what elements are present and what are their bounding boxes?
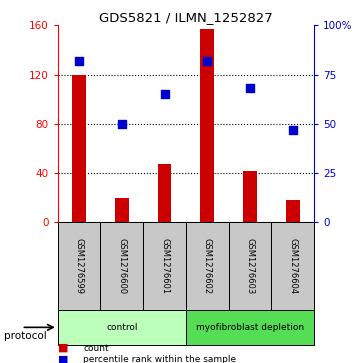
Text: protocol: protocol: [4, 331, 46, 341]
Title: GDS5821 / ILMN_1252827: GDS5821 / ILMN_1252827: [99, 11, 273, 24]
Bar: [72, 75, 86, 222]
Text: ■: ■: [58, 343, 68, 353]
Point: [119, 121, 125, 127]
Text: GSM1276602: GSM1276602: [203, 238, 212, 294]
Point: [247, 86, 253, 91]
Text: GSM1276600: GSM1276600: [117, 238, 126, 294]
Bar: [115, 198, 129, 222]
Text: count: count: [83, 344, 109, 352]
Point: [76, 58, 82, 64]
Bar: [271, 222, 314, 310]
Bar: [158, 164, 171, 222]
Bar: [58, 310, 186, 345]
Bar: [186, 310, 314, 345]
Bar: [143, 222, 186, 310]
Text: myofibroblast depletion: myofibroblast depletion: [196, 323, 304, 332]
Text: percentile rank within the sample: percentile rank within the sample: [83, 355, 236, 363]
Point: [162, 91, 168, 97]
Point: [290, 127, 296, 133]
Text: GSM1276599: GSM1276599: [75, 238, 84, 294]
Bar: [186, 222, 229, 310]
Text: GSM1276604: GSM1276604: [288, 238, 297, 294]
Bar: [58, 222, 100, 310]
Text: GSM1276603: GSM1276603: [245, 238, 255, 294]
Bar: [200, 29, 214, 222]
Point: [204, 58, 210, 64]
Bar: [243, 171, 257, 222]
Bar: [286, 200, 300, 222]
Text: ■: ■: [58, 354, 68, 363]
Bar: [229, 222, 271, 310]
Text: control: control: [106, 323, 138, 332]
Bar: [100, 222, 143, 310]
Text: GSM1276601: GSM1276601: [160, 238, 169, 294]
